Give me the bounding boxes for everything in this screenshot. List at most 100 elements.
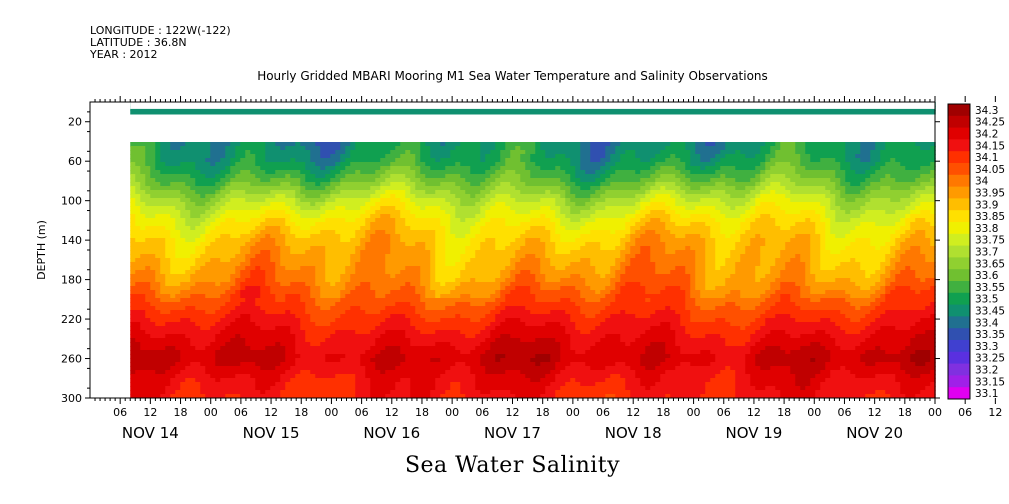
heatmap-cell (400, 242, 406, 247)
heatmap-cell (705, 110, 711, 115)
heatmap-cell (225, 182, 231, 187)
heatmap-cell (275, 166, 281, 171)
heatmap-cell (660, 242, 666, 247)
heatmap-cell (250, 234, 256, 239)
heatmap-cell (305, 238, 311, 243)
heatmap-cell (375, 170, 381, 175)
heatmap-cell (490, 226, 496, 231)
heatmap-cell (800, 198, 806, 203)
heatmap-cell (525, 186, 531, 191)
heatmap-cell (565, 230, 571, 235)
heatmap-cell (305, 194, 311, 199)
heatmap-cell (280, 178, 286, 183)
heatmap-cell (645, 238, 651, 243)
heatmap-cell (470, 110, 476, 115)
heatmap-cell (555, 210, 561, 215)
heatmap-cell (845, 110, 851, 115)
heatmap-cell (625, 234, 631, 239)
heatmap-cell (700, 182, 706, 187)
heatmap-cell (635, 150, 641, 155)
heatmap-cell (365, 198, 371, 203)
heatmap-cell (470, 154, 476, 159)
heatmap-cell (840, 150, 846, 155)
heatmap-cell (860, 238, 866, 243)
heatmap-cell (755, 206, 761, 211)
heatmap-cell (175, 154, 181, 159)
heatmap-cell (345, 194, 351, 199)
heatmap-cell (190, 150, 196, 155)
heatmap-cell (605, 166, 611, 171)
heatmap-cell (795, 142, 801, 147)
heatmap-cell (830, 178, 836, 183)
heatmap-cell (230, 198, 236, 203)
heatmap-cell (460, 158, 466, 163)
heatmap-cell (265, 230, 271, 235)
heatmap-cell (435, 218, 441, 223)
heatmap-cell (615, 162, 621, 167)
heatmap-cell (715, 174, 721, 179)
heatmap-cell (790, 250, 796, 255)
heatmap-cell (365, 154, 371, 159)
heatmap-cell (690, 170, 696, 175)
heatmap-cell (180, 162, 186, 167)
heatmap-cell (585, 242, 591, 247)
heatmap-cell (685, 206, 691, 211)
heatmap-cell (760, 202, 766, 207)
heatmap-cell (140, 142, 146, 147)
heatmap-cell (385, 234, 391, 239)
heatmap-cell (870, 238, 876, 243)
heatmap-cell (485, 178, 491, 183)
heatmap-cell (365, 190, 371, 195)
heatmap-cell (750, 250, 756, 255)
heatmap-cell (820, 174, 826, 179)
heatmap-cell (580, 210, 586, 215)
heatmap-cell (375, 194, 381, 199)
heatmap-cell (745, 202, 751, 207)
heatmap-cell (855, 170, 861, 175)
heatmap-cell (350, 250, 356, 255)
heatmap-cell (335, 198, 341, 203)
heatmap-cell (200, 222, 206, 227)
heatmap-cell (505, 226, 511, 231)
heatmap-cell (910, 210, 916, 215)
heatmap-cell (510, 222, 516, 227)
heatmap-cell (345, 246, 351, 251)
heatmap-cell (295, 190, 301, 195)
heatmap-cell (915, 166, 921, 171)
heatmap-cell (345, 150, 351, 155)
heatmap-cell (280, 230, 286, 235)
heatmap-cell (215, 234, 221, 239)
heatmap-cell (650, 110, 656, 115)
heatmap-cell (170, 162, 176, 167)
heatmap-cell (155, 202, 161, 207)
heatmap-cell (390, 214, 396, 219)
heatmap-cell (910, 198, 916, 203)
heatmap-cell (395, 174, 401, 179)
heatmap-cell (360, 150, 366, 155)
heatmap-cell (320, 202, 326, 207)
heatmap-cell (365, 174, 371, 179)
heatmap-cell (720, 146, 726, 151)
heatmap-cell (520, 170, 526, 175)
heatmap-cell (815, 182, 821, 187)
heatmap-cell (745, 178, 751, 183)
heatmap-cell (280, 194, 286, 199)
heatmap-cell (185, 238, 191, 243)
heatmap-cell (635, 238, 641, 243)
heatmap-cell (510, 170, 516, 175)
heatmap-cell (770, 246, 776, 251)
heatmap-cell (500, 150, 506, 155)
heatmap-cell (825, 250, 831, 255)
heatmap-cell (700, 202, 706, 207)
heatmap-cell (255, 218, 261, 223)
heatmap-cell (195, 230, 201, 235)
heatmap-cell (755, 142, 761, 147)
heatmap-cell (510, 158, 516, 163)
heatmap-cell (520, 182, 526, 187)
heatmap-cell (590, 206, 596, 211)
heatmap-cell (515, 186, 521, 191)
heatmap-cell (425, 210, 431, 215)
heatmap-cell (670, 226, 676, 231)
heatmap-cell (620, 238, 626, 243)
heatmap-cell (445, 202, 451, 207)
